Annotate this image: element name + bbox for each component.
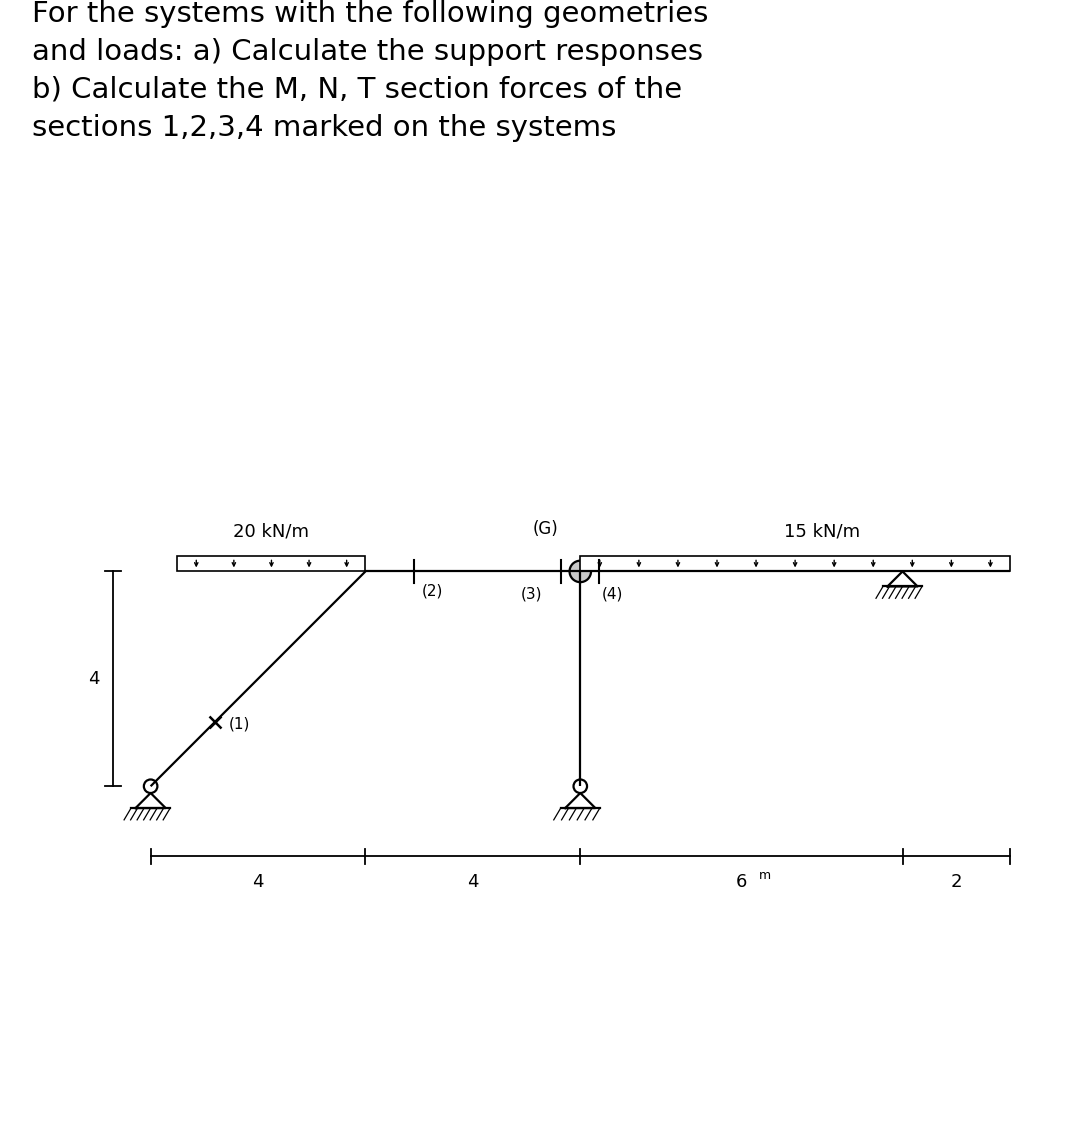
Text: 20 kN/m: 20 kN/m [233, 523, 310, 541]
Bar [580, 556, 1010, 571]
Text: (2): (2) [422, 583, 443, 599]
Text: (G): (G) [532, 520, 558, 538]
Text: 15 kN/m: 15 kN/m [784, 523, 860, 541]
Text: 2: 2 [950, 873, 962, 891]
Text: 4: 4 [89, 670, 100, 688]
Text: (1): (1) [229, 717, 249, 732]
Bar [177, 556, 365, 571]
Text: 4: 4 [468, 873, 478, 891]
Text: 4: 4 [253, 873, 264, 891]
Text: (4): (4) [602, 587, 623, 601]
Text: m: m [758, 870, 771, 882]
Circle shape [569, 561, 591, 582]
Text: 6: 6 [735, 873, 747, 891]
Text: (3): (3) [522, 587, 542, 601]
Text: For the systems with the following geometries
and loads: a) Calculate the suppor: For the systems with the following geome… [32, 0, 708, 142]
